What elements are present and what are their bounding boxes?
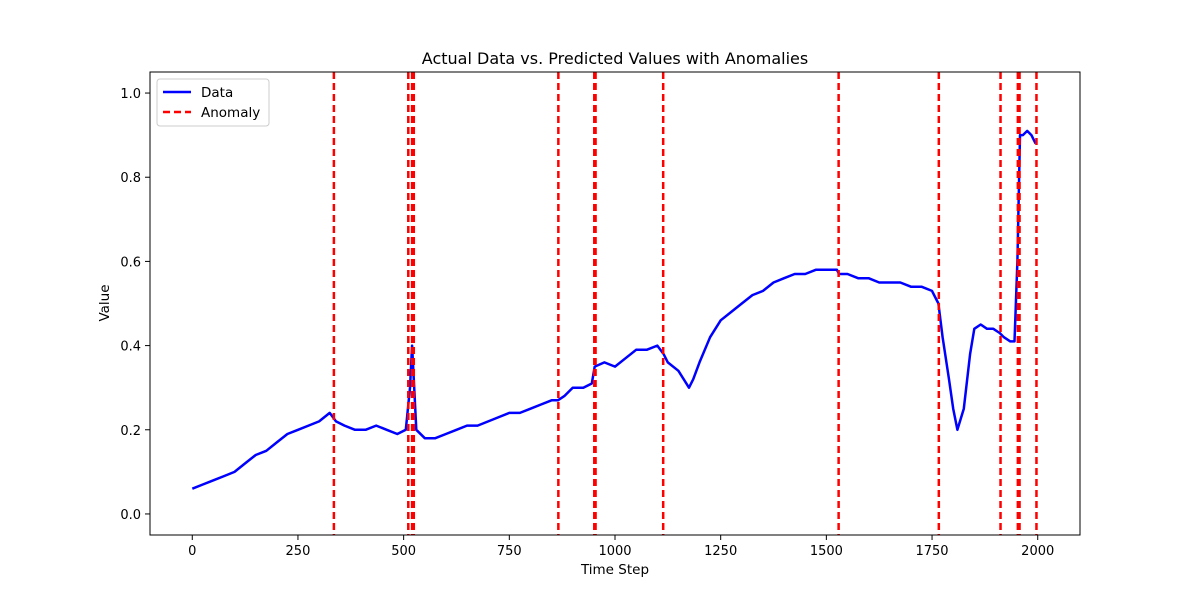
axis-ticks: 0 250 500 750 1000 1250 1500 1750 2000 0.0 0.2 0.4 0…: [120, 87, 1054, 559]
x-tick-label: 1000: [598, 544, 631, 559]
legend-anomaly-label: Anomaly: [201, 105, 260, 121]
x-tick-label: 500: [391, 544, 416, 559]
y-axis-label: Value: [97, 284, 113, 321]
x-tick-label: 0: [188, 544, 196, 559]
y-tick-label: 0.8: [120, 171, 141, 186]
x-tick-label: 750: [497, 544, 522, 559]
y-tick-label: 0.4: [120, 340, 141, 355]
x-tick-label: 2000: [1021, 544, 1054, 559]
plot-area: [191, 72, 1038, 535]
x-tick-label: 1750: [915, 544, 948, 559]
legend: Data Anomaly: [156, 78, 270, 127]
legend-data-label: Data: [201, 85, 233, 101]
y-tick-label: 0.6: [120, 255, 141, 270]
x-tick-label: 1250: [704, 544, 737, 559]
chart-title: Actual Data vs. Predicted Values with An…: [422, 49, 808, 68]
x-axis-label: Time Step: [580, 562, 649, 578]
x-tick-label: 1500: [810, 544, 843, 559]
y-tick-label: 0.2: [120, 424, 141, 439]
y-tick-label: 1.0: [120, 87, 141, 102]
series-line-data: [191, 129, 1037, 490]
y-tick-label: 0.0: [120, 508, 141, 523]
x-tick-label: 250: [286, 544, 311, 559]
